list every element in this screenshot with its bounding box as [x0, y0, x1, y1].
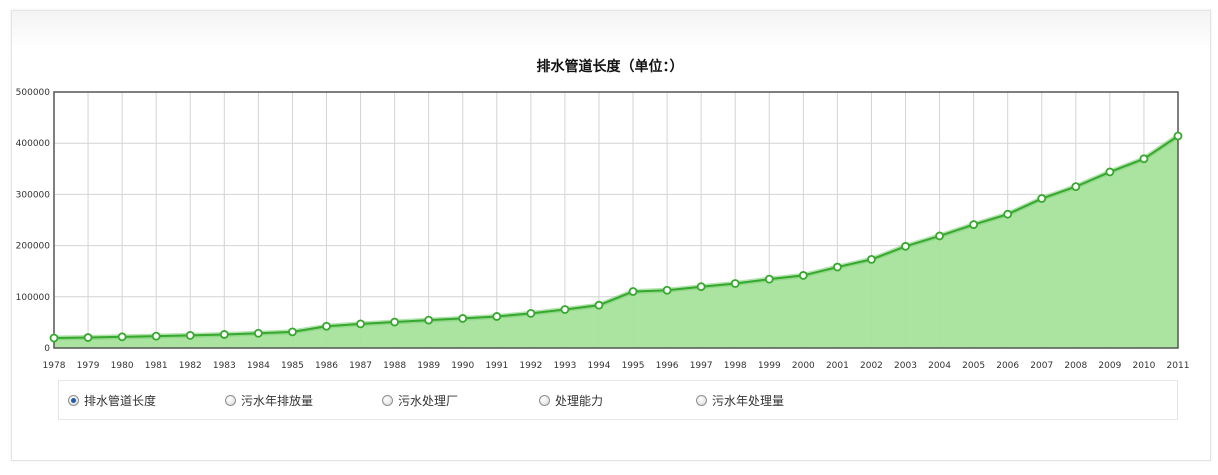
- x-tick-label: 1990: [451, 361, 474, 371]
- data-point: [117, 332, 127, 342]
- y-tick-label: 200000: [16, 242, 51, 252]
- x-tick-label: 2006: [996, 361, 1019, 371]
- data-point: [458, 314, 468, 323]
- radio-option-pipe-length[interactable]: 排水管道长度: [68, 391, 156, 409]
- data-point: [628, 287, 638, 296]
- x-tick-label: 1986: [315, 361, 338, 371]
- x-tick-label: 2010: [1132, 361, 1155, 371]
- x-tick-label: 1978: [43, 361, 66, 371]
- series-selector: 排水管道长度 污水年排放量 污水处理厂 处理能力 污水年处理量: [58, 380, 1178, 420]
- radio-option-capacity[interactable]: 处理能力: [539, 391, 603, 409]
- plot-frame: [53, 91, 1179, 349]
- data-point: [1037, 194, 1047, 203]
- data-point: [1173, 131, 1183, 141]
- x-tick-label: 1984: [247, 361, 270, 371]
- data-point: [764, 274, 774, 284]
- radio-label: 污水年处理量: [712, 393, 785, 408]
- x-tick-label: 1997: [690, 361, 713, 371]
- data-point: [492, 312, 502, 321]
- data-point: [219, 330, 229, 339]
- data-point: [901, 241, 910, 251]
- x-tick-label: 1983: [213, 361, 236, 371]
- radio-button-icon[interactable]: [225, 394, 236, 406]
- data-point: [83, 333, 93, 342]
- data-point: [424, 315, 434, 325]
- data-point: [594, 300, 604, 310]
- data-point: [832, 262, 842, 272]
- x-tick-label: 1988: [383, 361, 406, 371]
- data-point: [935, 231, 944, 241]
- radio-button-icon[interactable]: [382, 394, 393, 406]
- radio-button-icon[interactable]: [539, 394, 550, 406]
- x-tick-label: 2009: [1098, 361, 1121, 371]
- data-point: [526, 308, 536, 318]
- data-point: [1105, 167, 1115, 177]
- data-point: [151, 331, 161, 341]
- radio-button-icon[interactable]: [696, 394, 707, 406]
- y-tick-label: 0: [44, 344, 50, 354]
- x-tick-label: 1979: [77, 361, 100, 371]
- data-point: [1071, 182, 1081, 192]
- data-point: [867, 255, 876, 264]
- data-point: [560, 305, 570, 314]
- data-point: [322, 321, 331, 331]
- x-tick-label: 1992: [519, 361, 542, 371]
- radio-label: 污水年排放量: [241, 393, 314, 408]
- x-tick-label: 2011: [1167, 361, 1190, 371]
- y-tick-label: 300000: [16, 190, 51, 200]
- radio-option-sewage-treated[interactable]: 污水年处理量: [696, 391, 784, 409]
- x-tick-label: 1982: [179, 361, 202, 371]
- x-tick-label: 1993: [553, 361, 576, 371]
- x-tick-label: 2004: [928, 361, 951, 371]
- data-point: [1003, 209, 1013, 219]
- y-tick-label: 100000: [16, 293, 51, 303]
- x-tick-label: 1999: [758, 361, 781, 371]
- radio-label: 污水处理厂: [398, 393, 459, 408]
- series-line: [53, 135, 1179, 339]
- data-point: [662, 285, 672, 295]
- x-tick-label: 2002: [860, 361, 883, 371]
- x-tick-label: 1998: [724, 361, 747, 371]
- chart-title: 排水管道长度（单位：）: [536, 59, 684, 75]
- x-tick-label: 1981: [145, 361, 168, 371]
- x-tick-label: 1994: [588, 361, 611, 371]
- x-tick-label: 1980: [111, 361, 134, 371]
- x-tick-label: 2001: [826, 361, 849, 371]
- x-tick-label: 2008: [1064, 361, 1087, 371]
- data-point: [696, 282, 706, 292]
- data-point: [390, 317, 400, 327]
- x-tick-label: 2005: [962, 361, 985, 371]
- data-point: [253, 328, 263, 338]
- x-tick-label: 1989: [417, 361, 440, 371]
- radio-label: 排水管道长度: [84, 393, 157, 408]
- data-point: [798, 271, 808, 280]
- y-tick-label: 500000: [16, 88, 51, 98]
- x-tick-label: 2003: [894, 361, 917, 371]
- x-tick-label: 1996: [656, 361, 679, 371]
- radio-button-icon[interactable]: [68, 394, 79, 406]
- x-tick-label: 2007: [1030, 361, 1053, 371]
- x-tick-label: 2000: [792, 361, 815, 371]
- x-tick-label: 1991: [485, 361, 508, 371]
- data-point: [288, 327, 297, 337]
- data-point: [969, 220, 979, 229]
- x-tick-label: 1995: [622, 361, 645, 371]
- data-point: [1139, 154, 1149, 164]
- data-point: [356, 319, 365, 329]
- data-point: [730, 279, 740, 288]
- radio-option-sewage-discharge[interactable]: 污水年排放量: [225, 391, 313, 409]
- y-tick-label: 400000: [16, 139, 51, 149]
- data-point: [185, 330, 195, 340]
- data-point: [49, 333, 59, 343]
- x-tick-label: 1987: [349, 361, 372, 371]
- series-area: [54, 135, 1178, 348]
- x-tick-label: 1985: [281, 361, 304, 371]
- radio-label: 处理能力: [555, 393, 604, 408]
- radio-option-treatment-plants[interactable]: 污水处理厂: [382, 391, 458, 409]
